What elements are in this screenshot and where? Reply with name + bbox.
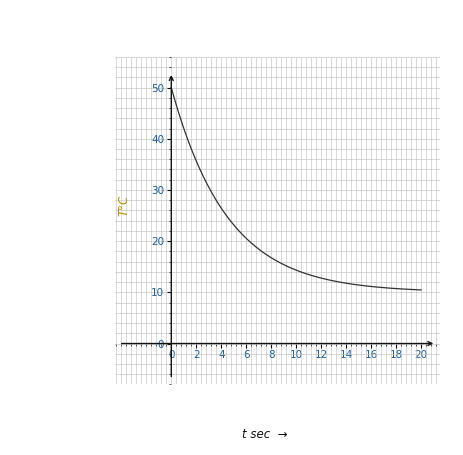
Text: T°C: T°C	[117, 195, 130, 216]
Text: t sec  →: t sec →	[241, 428, 287, 441]
